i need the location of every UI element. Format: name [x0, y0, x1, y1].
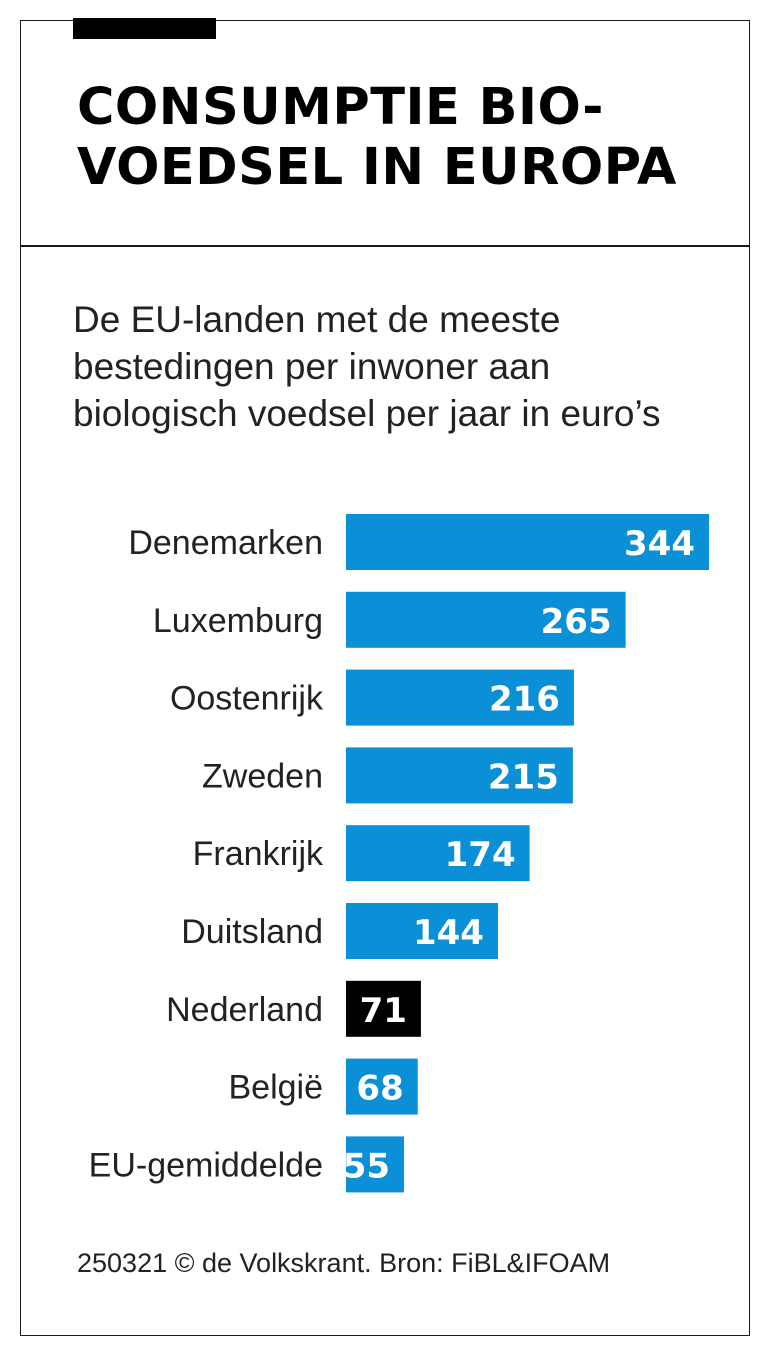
category-label: Denemarken — [128, 524, 323, 562]
category-label: Nederland — [166, 991, 323, 1029]
bar — [346, 825, 530, 882]
subtitle-line-3: biologisch voedsel per jaar in euro’s — [73, 393, 661, 434]
title-line-1: CONSUMPTIE BIO- — [77, 78, 604, 137]
category-label: Luxemburg — [153, 602, 323, 640]
data-label: 216 — [489, 680, 560, 720]
category-label: Frankrijk — [193, 835, 324, 873]
data-label: 144 — [413, 913, 484, 953]
subtitle-line-2: bestedingen per inwoner aan — [73, 346, 551, 387]
category-label: Duitsland — [181, 913, 323, 951]
data-label: 174 — [445, 835, 516, 875]
data-label: 344 — [624, 524, 695, 564]
bar — [346, 1058, 418, 1115]
category-label: Zweden — [202, 757, 323, 795]
bar — [346, 514, 709, 570]
bar — [346, 980, 421, 1037]
bar — [346, 1136, 405, 1193]
data-label: 68 — [356, 1069, 403, 1109]
chart-subtitle: De EU-landen met de meeste bestedingen p… — [73, 296, 743, 437]
bar-chart: Denemarken 344 Luxemburg 265 Oostenrijk 216 Zw… — [89, 514, 709, 1193]
bar — [346, 591, 626, 648]
title-divider — [20, 245, 750, 247]
chart-title: CONSUMPTIE BIO- VOEDSEL IN EUROPA — [77, 78, 717, 198]
bar — [346, 903, 498, 959]
category-label: België — [228, 1069, 323, 1107]
data-label: 265 — [541, 602, 612, 642]
subtitle-line-1: De EU-landen met de meeste — [73, 299, 561, 340]
source-credit: 250321 © de Volkskrant. Bron: FiBL&IFOAM — [77, 1248, 611, 1278]
accent-bar — [73, 18, 216, 39]
data-label: 71 — [360, 991, 407, 1031]
data-label: 55 — [343, 1146, 390, 1186]
bar — [346, 747, 573, 804]
bar — [346, 669, 574, 726]
category-label: EU-gemiddelde — [89, 1146, 323, 1184]
title-line-2: VOEDSEL IN EUROPA — [77, 138, 677, 197]
category-label: Oostenrijk — [170, 680, 324, 718]
data-label: 215 — [488, 757, 559, 797]
